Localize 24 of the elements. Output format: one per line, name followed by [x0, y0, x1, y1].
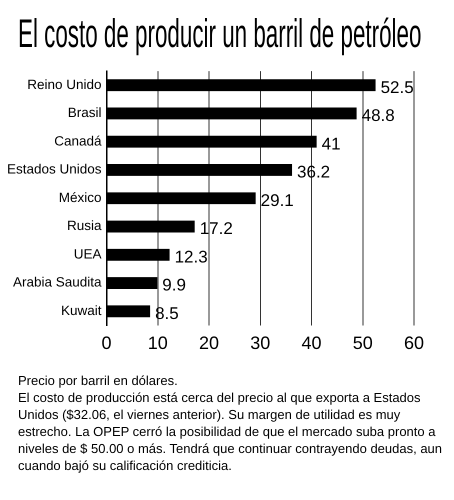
y-tick-label: México [58, 190, 102, 205]
y-tick-label: Brasil [68, 105, 102, 120]
x-tick-label: 0 [102, 333, 112, 354]
x-tick-label: 20 [199, 333, 220, 354]
y-tick-label: Reino Unido [27, 76, 102, 92]
text: Precio por barril en dólares. [18, 372, 179, 389]
y-tick-label: Canadá [54, 133, 102, 148]
chart-title: El costo de producir un barril de petróleo [18, 12, 422, 56]
x-tick-label: 50 [352, 333, 373, 354]
data-label: 52.5 [380, 78, 414, 97]
data-label: 29.1 [260, 190, 294, 210]
data-label: 41 [322, 134, 341, 154]
x-tick-label: 40 [302, 333, 322, 354]
y-tick-label: Kuwait [61, 302, 102, 318]
x-tick-label: 60 [404, 333, 424, 354]
x-tick-label: 30 [250, 333, 270, 354]
data-label: 9.9 [162, 276, 186, 295]
x-tick-label: 10 [148, 333, 168, 354]
y-tick-label: Estados Unidos [6, 162, 102, 177]
y-tick-label: Arabia Saudita [12, 274, 102, 290]
data-label: 12.3 [174, 247, 208, 266]
text: El costo de producción está cerca del precio al que exporta a Estados Unidos ($32.06, el viernes anterior). Su margen de utilidad es muy estrecho. La OPEP cerró la posibilidad de que el mercado suba pronto a niveles de $ 50.00 o más. Tendrá que continuar contrayendo deudas, aun cuando bajó su calificación crediticia. [18, 389, 444, 474]
y-tick-label: UEA [74, 246, 102, 262]
y-tick-label: Rusia [67, 218, 102, 234]
